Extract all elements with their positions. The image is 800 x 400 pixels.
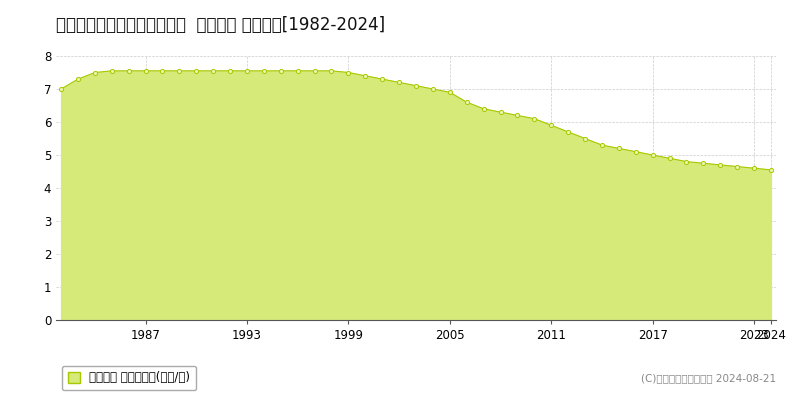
Legend: 地価公示 平均坪単価(万円/坪): 地価公示 平均坪単価(万円/坪): [62, 366, 196, 390]
Text: (C)土地価格ドットコム 2024-08-21: (C)土地価格ドットコム 2024-08-21: [641, 373, 776, 383]
Text: 岩手県遠野市下組町３２番７  地価公示 地価推移[1982-2024]: 岩手県遠野市下組町３２番７ 地価公示 地価推移[1982-2024]: [56, 16, 385, 34]
